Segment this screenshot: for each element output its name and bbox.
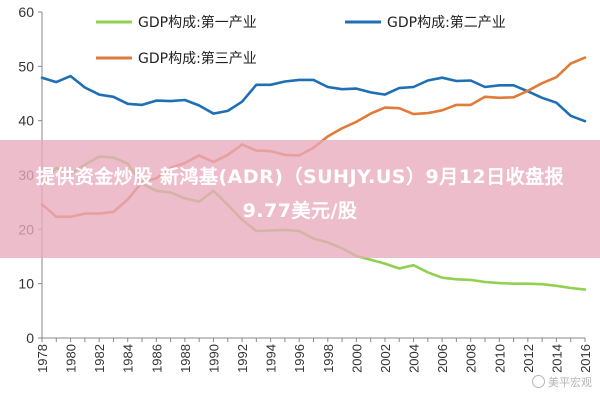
x-tick-label: 1988 bbox=[178, 344, 193, 373]
x-tick-label: 2000 bbox=[349, 344, 364, 373]
watermark-text: 美平宏观 bbox=[548, 376, 592, 389]
watermark: 美平宏观 bbox=[532, 374, 592, 390]
x-tick-label: 2010 bbox=[492, 344, 507, 373]
legend-label: GDP构成:第一产业 bbox=[138, 14, 257, 31]
x-tick-label: 1980 bbox=[64, 344, 79, 373]
x-tick-label: 1996 bbox=[292, 344, 307, 373]
x-tick-label: 1992 bbox=[235, 344, 250, 373]
chat-bubble-icon bbox=[532, 375, 545, 388]
series-line bbox=[40, 74, 587, 123]
x-tick-label: 2014 bbox=[549, 344, 564, 373]
chart-legend: GDP构成:第一产业 GDP构成:第二产业 GDP构成:第三产业 bbox=[96, 14, 506, 67]
x-tick-label: 1990 bbox=[206, 344, 221, 373]
x-tick-label: 2002 bbox=[378, 344, 393, 373]
legend-label: GDP构成:第三产业 bbox=[138, 50, 257, 67]
x-tick-label: 1998 bbox=[321, 344, 336, 373]
y-tick-label: 50 bbox=[18, 58, 34, 74]
x-tick-label: 1984 bbox=[121, 344, 136, 373]
legend-label: GDP构成:第二产业 bbox=[387, 14, 506, 31]
x-tick-label: 1982 bbox=[92, 344, 107, 373]
y-tick-label: 0 bbox=[26, 330, 34, 346]
y-tick-label: 60 bbox=[18, 4, 34, 20]
x-tick-label: 1986 bbox=[149, 344, 164, 373]
y-tick-label: 40 bbox=[18, 113, 34, 129]
x-tick-label: 2012 bbox=[521, 344, 536, 373]
x-tick-label: 2008 bbox=[464, 344, 479, 373]
headline-banner bbox=[0, 140, 600, 258]
headline-text: 提供资金炒股 新鸿基(ADR)（SUHJY.US）9月12日收盘报9.77美元/… bbox=[35, 166, 565, 222]
x-tick-label: 2006 bbox=[435, 344, 450, 373]
x-tick-label: 1994 bbox=[264, 344, 279, 373]
x-tick-label: 1978 bbox=[35, 344, 50, 373]
x-tick-label: 2004 bbox=[407, 344, 422, 373]
x-tick-label: 2016 bbox=[578, 344, 593, 373]
y-tick-label: 10 bbox=[18, 276, 34, 292]
